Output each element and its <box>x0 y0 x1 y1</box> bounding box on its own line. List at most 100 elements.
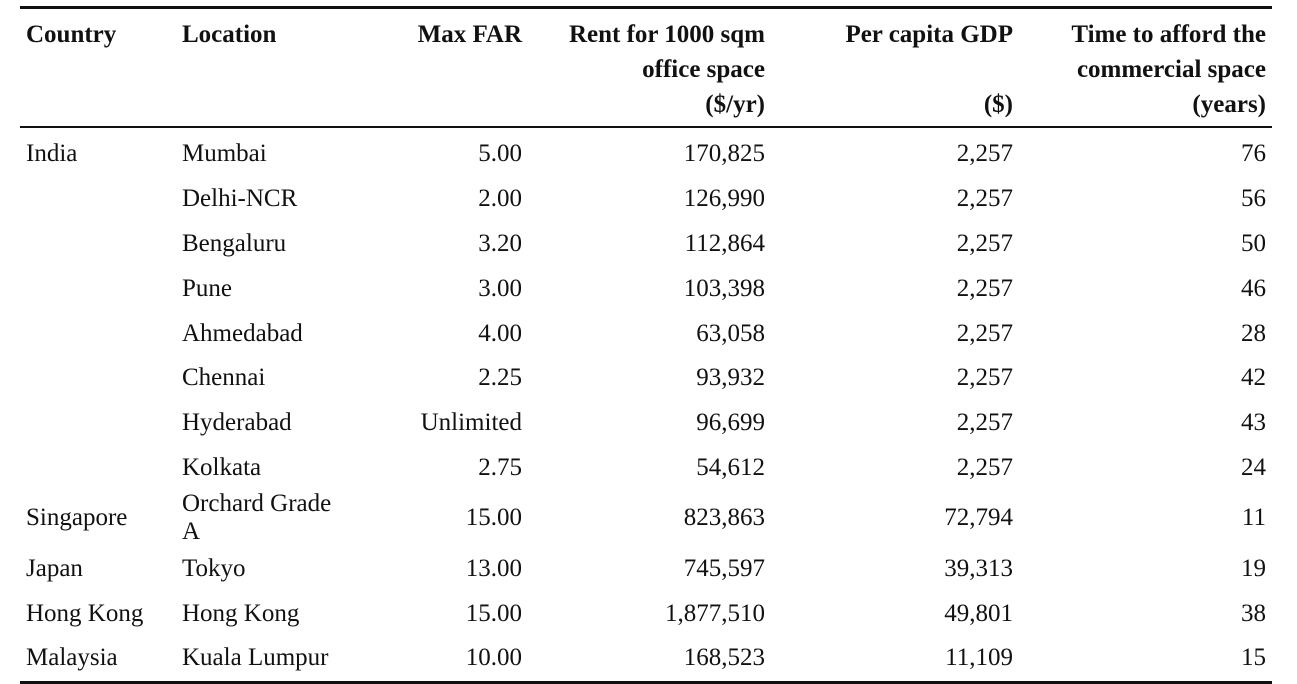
cell-per-capita-gdp: 72,794 <box>944 504 1013 532</box>
column-header-line: ($/yr) <box>705 91 765 118</box>
cell-location: Delhi-NCR <box>182 185 298 213</box>
table-row: Ahmedabad 4.00 63,058 2,257 28 <box>20 311 1272 356</box>
cell-max-far: 2.25 <box>478 364 522 392</box>
cell-max-far: Unlimited <box>420 409 522 437</box>
cell-rent: 112,864 <box>684 229 765 257</box>
cell-time-to-afford: 56 <box>1241 185 1266 213</box>
table-row: Delhi-NCR 2.00 126,990 2,257 56 <box>20 177 1272 222</box>
cell-per-capita-gdp: 2,257 <box>956 185 1013 213</box>
table-body: India Mumbai 5.00 170,825 2,257 76 Delhi-NCR 2.… <box>20 127 1272 683</box>
cell-country: Malaysia <box>26 644 118 672</box>
cell-rent: 96,699 <box>696 409 765 437</box>
cell-location: Pune <box>182 274 232 302</box>
cell-time-to-afford: 24 <box>1241 453 1266 481</box>
cell-rent: 1,877,510 <box>665 599 765 627</box>
cell-country <box>20 446 176 491</box>
cell-max-far: 3.00 <box>478 274 522 302</box>
cell-per-capita-gdp: 2,257 <box>956 453 1013 481</box>
cell-per-capita-gdp: 11,109 <box>945 644 1013 672</box>
cell-location: Orchard Grade A <box>182 490 332 546</box>
column-header-location: Location <box>176 8 360 128</box>
column-header-line: (years) <box>1192 91 1266 118</box>
cell-rent: 126,990 <box>683 185 765 213</box>
cell-location: Hyderabad <box>182 409 292 437</box>
table-row: Hong Kong Hong Kong 15.00 1,877,510 49,801 38 <box>20 591 1272 636</box>
column-header-line: Time to afford the <box>1071 21 1266 48</box>
cell-max-far: 10.00 <box>465 644 522 672</box>
column-header-line: commercial space <box>1076 56 1266 83</box>
column-header-line <box>777 52 1013 87</box>
cell-max-far: 15.00 <box>465 504 522 532</box>
cell-per-capita-gdp: 2,257 <box>956 274 1013 302</box>
table-row: Chennai 2.25 93,932 2,257 42 <box>20 356 1272 401</box>
cell-time-to-afford: 19 <box>1241 554 1266 582</box>
cell-rent: 54,612 <box>696 453 765 481</box>
cell-time-to-afford: 76 <box>1241 140 1266 168</box>
table-header: Country Location Max FAR Rent for 1000 sqm o… <box>20 7 1272 128</box>
cell-country: Japan <box>26 554 83 582</box>
column-header-per-capita-gdp: Per capita GDP ($) <box>771 8 1019 128</box>
cell-time-to-afford: 38 <box>1241 599 1266 627</box>
column-header-max-far: Max FAR <box>360 8 528 128</box>
cell-time-to-afford: 50 <box>1241 229 1266 257</box>
table-row: Hyderabad Unlimited 96,699 2,257 43 <box>20 401 1272 446</box>
cell-time-to-afford: 42 <box>1241 364 1266 392</box>
cell-country <box>20 222 176 267</box>
cell-rent: 63,058 <box>696 319 765 347</box>
column-header-line: Country <box>26 21 117 48</box>
table-row: Bengaluru 3.20 112,864 2,257 50 <box>20 222 1272 267</box>
table-row: Japan Tokyo 13.00 745,597 39,313 19 <box>20 546 1272 591</box>
table-row: Pune 3.00 103,398 2,257 46 <box>20 266 1272 311</box>
cell-per-capita-gdp: 39,313 <box>944 554 1013 582</box>
cell-rent: 93,932 <box>696 364 765 392</box>
cell-max-far: 3.20 <box>478 229 522 257</box>
cell-location: Tokyo <box>182 554 246 582</box>
table-row: Singapore Orchard Grade A 15.00 823,863 72,7… <box>20 490 1272 546</box>
column-header-line: Per capita GDP <box>845 21 1013 48</box>
cell-time-to-afford: 15 <box>1241 644 1266 672</box>
cell-country <box>20 266 176 311</box>
commercial-space-affordability-table: Country Location Max FAR Rent for 1000 sqm o… <box>20 6 1272 684</box>
cell-rent: 103,398 <box>683 274 765 302</box>
table-row: Malaysia Kuala Lumpur 10.00 168,523 11,109 15 <box>20 636 1272 682</box>
cell-time-to-afford: 46 <box>1241 274 1266 302</box>
column-header-line: ($) <box>983 91 1013 118</box>
column-header-line: Location <box>182 21 277 48</box>
cell-max-far: 15.00 <box>465 599 522 627</box>
cell-rent: 168,523 <box>683 644 765 672</box>
cell-per-capita-gdp: 2,257 <box>956 140 1013 168</box>
column-header-line: office space <box>642 56 765 83</box>
cell-time-to-afford: 43 <box>1241 409 1266 437</box>
table-row: Kolkata 2.75 54,612 2,257 24 <box>20 446 1272 491</box>
cell-country: Hong Kong <box>26 599 144 627</box>
cell-time-to-afford: 28 <box>1241 319 1266 347</box>
cell-per-capita-gdp: 2,257 <box>956 319 1013 347</box>
column-header-line: Rent for 1000 sqm <box>568 21 765 48</box>
column-header-rent: Rent for 1000 sqm office space ($/yr) <box>528 8 771 128</box>
cell-location: Mumbai <box>182 140 267 168</box>
cell-location: Bengaluru <box>182 229 287 257</box>
cell-country <box>20 177 176 222</box>
cell-location: Chennai <box>182 364 266 392</box>
cell-country: India <box>26 140 78 168</box>
column-header-time-to-afford: Time to afford the commercial space (years… <box>1019 8 1272 128</box>
table-row: India Mumbai 5.00 170,825 2,257 76 <box>20 127 1272 177</box>
cell-rent: 823,863 <box>683 504 765 532</box>
cell-per-capita-gdp: 49,801 <box>944 599 1013 627</box>
cell-location: Hong Kong <box>182 599 300 627</box>
column-header-line: Max FAR <box>417 21 522 48</box>
cell-max-far: 13.00 <box>465 554 522 582</box>
cell-location: Kuala Lumpur <box>182 644 329 672</box>
cell-max-far: 2.75 <box>478 453 522 481</box>
commercial-space-table-container: Country Location Max FAR Rent for 1000 sqm o… <box>20 6 1272 684</box>
cell-per-capita-gdp: 2,257 <box>956 229 1013 257</box>
cell-location: Ahmedabad <box>182 319 303 347</box>
cell-rent: 170,825 <box>683 140 765 168</box>
cell-per-capita-gdp: 2,257 <box>956 409 1013 437</box>
cell-max-far: 4.00 <box>478 319 522 347</box>
cell-per-capita-gdp: 2,257 <box>956 364 1013 392</box>
cell-rent: 745,597 <box>683 554 765 582</box>
cell-country: Singapore <box>26 504 128 532</box>
column-header-country: Country <box>20 8 176 128</box>
cell-max-far: 5.00 <box>478 140 522 168</box>
